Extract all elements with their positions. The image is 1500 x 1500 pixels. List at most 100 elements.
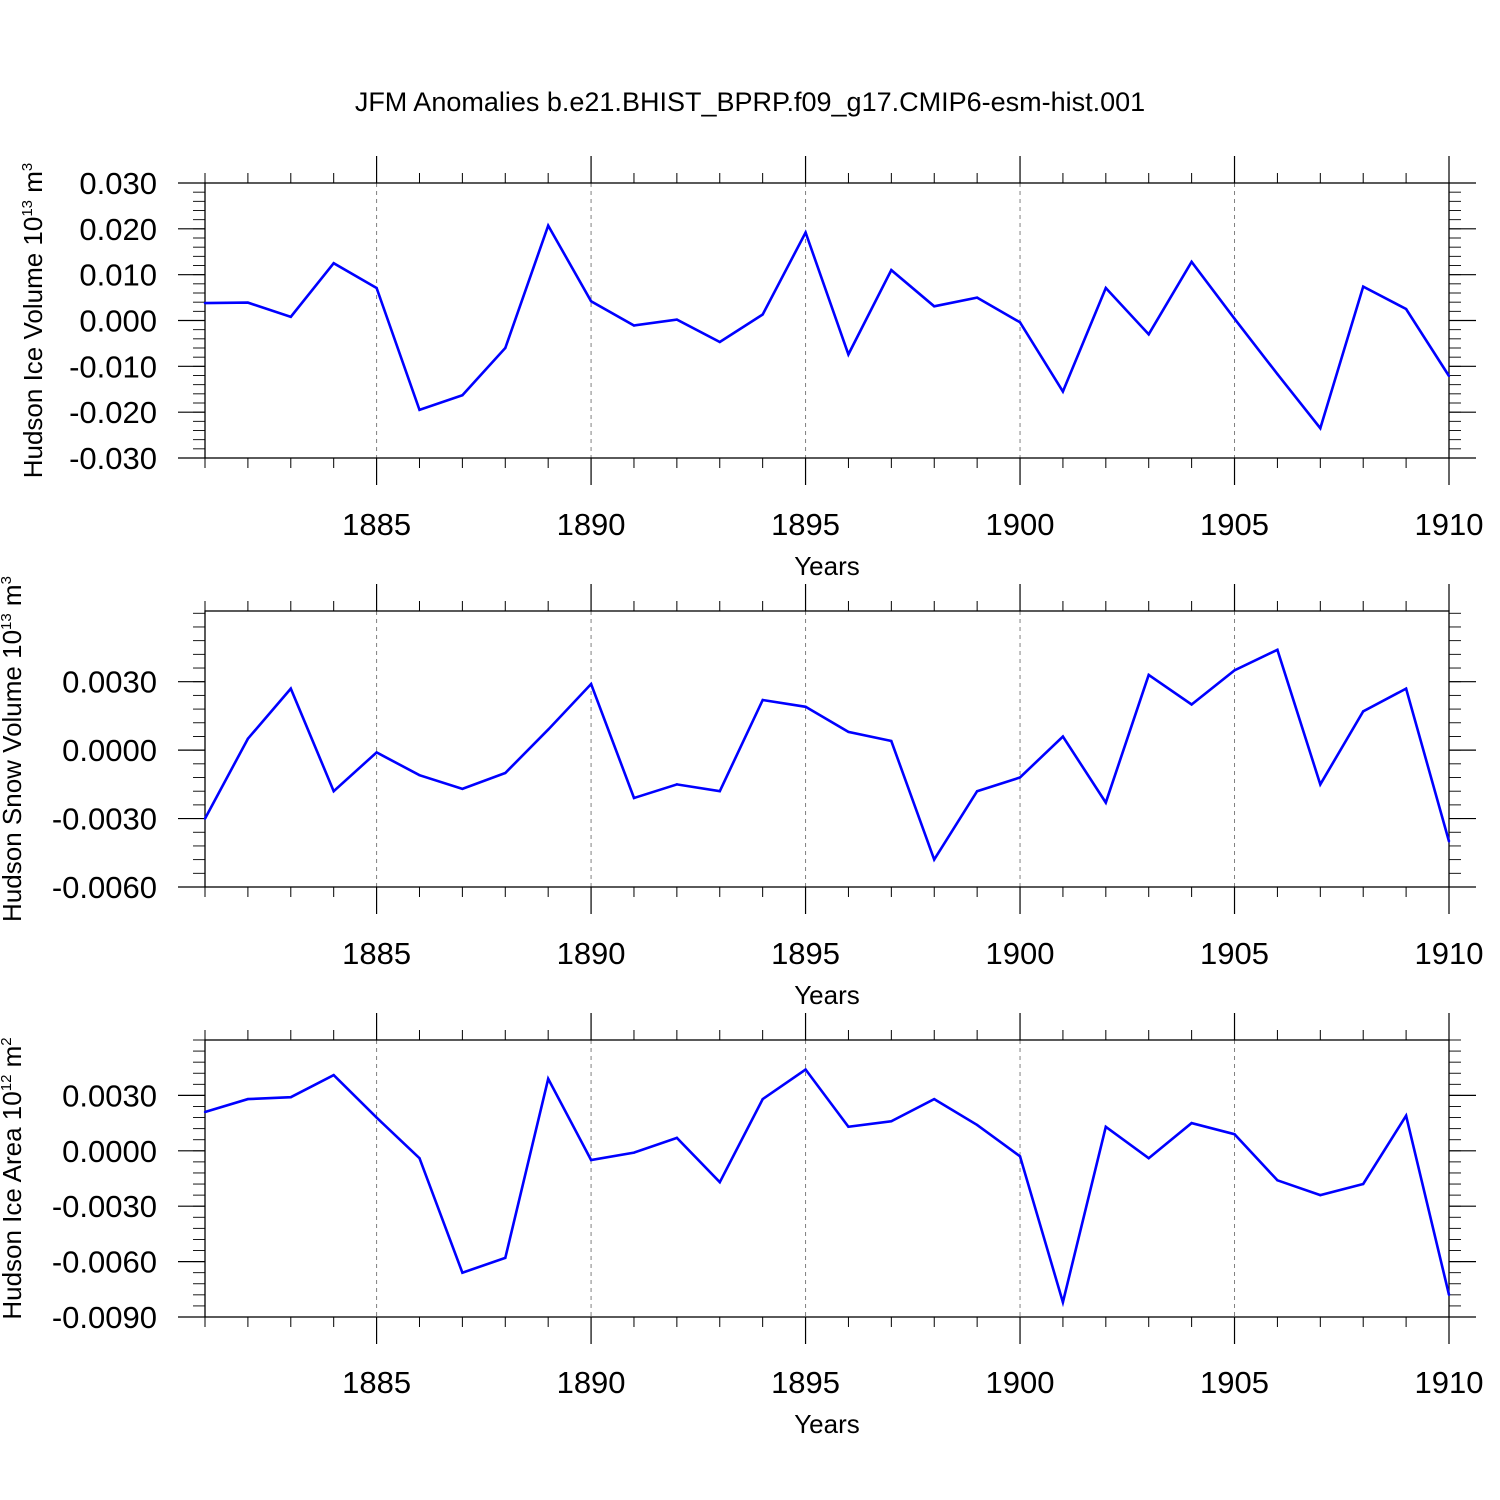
y-axis-title-sup: 13 bbox=[0, 613, 15, 630]
data-point bbox=[504, 1256, 507, 1260]
data-point bbox=[718, 340, 721, 344]
data-point bbox=[461, 394, 464, 397]
y-tick-label: 0.0000 bbox=[62, 1134, 157, 1169]
data-point bbox=[1447, 374, 1451, 378]
data-point bbox=[718, 1180, 721, 1184]
data-point bbox=[1190, 703, 1193, 706]
x-tick-label: 1900 bbox=[986, 936, 1055, 971]
data-point bbox=[504, 346, 507, 350]
data-point bbox=[461, 787, 464, 791]
y-tick-label: 0.0030 bbox=[62, 1078, 157, 1113]
y-axis-title: Hudson Ice Volume 1013 m3 bbox=[18, 163, 48, 479]
plot-frame bbox=[204, 610, 1450, 888]
data-point bbox=[375, 286, 378, 290]
data-point bbox=[332, 789, 335, 793]
panels: 1885 1890 1895 1900 1905 1910 0.030 0.020 0.010 0… bbox=[0, 156, 1483, 1439]
x-tick-label: 1910 bbox=[1415, 507, 1484, 542]
y-tick-label: -0.020 bbox=[69, 395, 157, 430]
x-tick-label: 1900 bbox=[986, 507, 1055, 542]
data-point bbox=[847, 353, 850, 356]
data-point bbox=[933, 305, 936, 308]
data-point bbox=[1018, 776, 1022, 779]
data-point bbox=[332, 1073, 335, 1077]
data-point bbox=[1233, 1132, 1236, 1136]
data-point bbox=[1447, 1293, 1451, 1297]
data-point bbox=[375, 1116, 378, 1119]
data-point bbox=[1147, 1156, 1150, 1160]
data-point bbox=[289, 315, 292, 319]
y-axis-title-text: Hudson Ice Volume 10 bbox=[18, 217, 48, 479]
x-tick-label: 1905 bbox=[1200, 1365, 1269, 1400]
data-point bbox=[890, 739, 893, 743]
data-point bbox=[761, 1097, 764, 1101]
y-axis-title-unit: m bbox=[0, 584, 27, 613]
y-axis-title-unit: m bbox=[0, 1046, 27, 1075]
data-point bbox=[1404, 307, 1408, 311]
x-tick-label: 1890 bbox=[557, 507, 626, 542]
data-point bbox=[1018, 1155, 1022, 1158]
y-tick-label: -0.030 bbox=[69, 441, 157, 476]
data-point bbox=[1104, 286, 1108, 290]
data-point bbox=[761, 313, 764, 316]
y-tick-label: -0.010 bbox=[69, 349, 157, 384]
y-tick-label: 0.030 bbox=[79, 166, 157, 201]
data-point bbox=[1319, 427, 1322, 430]
y-tick-label: -0.0060 bbox=[52, 870, 157, 905]
data-point bbox=[1404, 1114, 1408, 1117]
series-line bbox=[203, 647, 1451, 863]
data-point bbox=[1319, 783, 1322, 786]
y-tick-label: -0.0030 bbox=[52, 1189, 157, 1224]
data-point bbox=[332, 262, 335, 265]
data-point bbox=[675, 783, 679, 786]
plot-frame bbox=[204, 182, 1450, 459]
data-point bbox=[246, 737, 250, 740]
data-point bbox=[1447, 840, 1451, 843]
data-point bbox=[1018, 321, 1022, 324]
data-point bbox=[632, 324, 636, 327]
y-tick-label: -0.0060 bbox=[52, 1245, 157, 1280]
data-point bbox=[589, 682, 593, 686]
data-point bbox=[761, 698, 764, 702]
data-point bbox=[246, 1097, 250, 1101]
data-point bbox=[804, 231, 807, 234]
data-point bbox=[975, 296, 979, 299]
x-axis-title: Years bbox=[794, 551, 860, 581]
data-point bbox=[1233, 669, 1236, 672]
plot-frame bbox=[204, 1039, 1450, 1318]
data-point bbox=[1190, 260, 1193, 264]
series-line bbox=[204, 222, 1451, 431]
x-tick-label: 1890 bbox=[557, 936, 626, 971]
x-tick-label: 1905 bbox=[1200, 507, 1269, 542]
data-point bbox=[975, 789, 979, 793]
data-point bbox=[933, 858, 936, 861]
data-point bbox=[632, 796, 636, 800]
data-point bbox=[890, 1120, 893, 1123]
data-point bbox=[289, 687, 292, 690]
y-axis-title-unit-sup: 3 bbox=[0, 576, 15, 584]
data-point bbox=[418, 1156, 421, 1160]
data-point bbox=[675, 318, 679, 321]
x-tick-label: 1885 bbox=[342, 936, 411, 971]
data-point bbox=[1362, 285, 1365, 288]
y-tick-label: 0.010 bbox=[79, 258, 157, 293]
y-tick-label: 0.020 bbox=[79, 212, 157, 247]
data-point bbox=[1147, 673, 1150, 677]
data-point bbox=[546, 1077, 550, 1080]
x-tick-label: 1905 bbox=[1200, 936, 1269, 971]
data-point bbox=[461, 1271, 464, 1274]
data-point bbox=[546, 728, 550, 731]
data-point bbox=[804, 705, 807, 709]
data-point bbox=[1404, 687, 1408, 690]
data-point bbox=[246, 301, 250, 304]
x-axis-title: Years bbox=[794, 980, 860, 1010]
data-point bbox=[1104, 1125, 1108, 1128]
data-point bbox=[632, 1151, 636, 1154]
panel-ice-area: 1885 1890 1895 1900 1905 1910 0.0030 0.0000 -0.0… bbox=[0, 1013, 1483, 1439]
data-point bbox=[418, 774, 421, 777]
y-axis-title-unit: m bbox=[18, 171, 48, 200]
data-point bbox=[1276, 648, 1279, 651]
data-point bbox=[589, 1158, 593, 1162]
data-point bbox=[589, 300, 593, 303]
data-point bbox=[675, 1136, 679, 1140]
data-point bbox=[1276, 372, 1279, 376]
